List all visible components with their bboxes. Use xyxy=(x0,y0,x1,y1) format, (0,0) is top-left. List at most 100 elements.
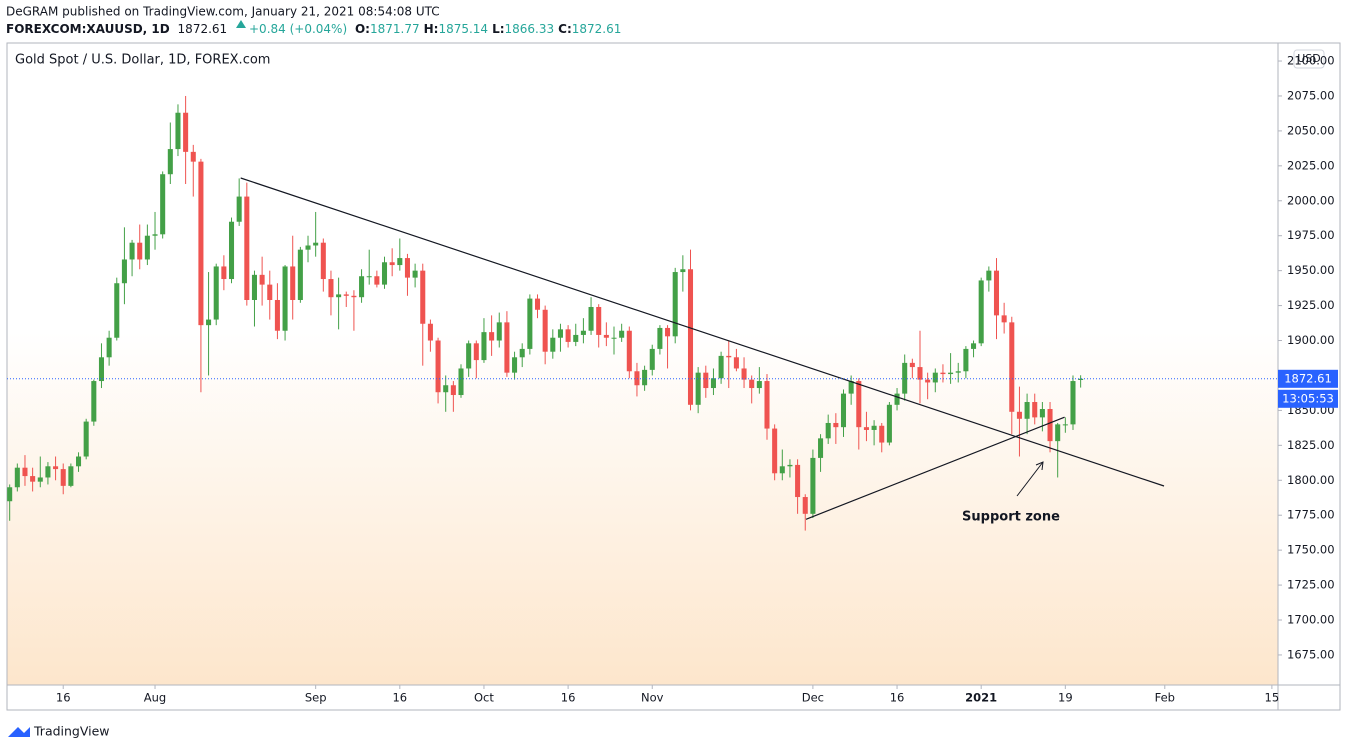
candle-body xyxy=(381,262,388,285)
candle-body xyxy=(787,464,793,467)
plot-background xyxy=(7,43,1278,685)
candle-body xyxy=(60,469,66,486)
candle-body xyxy=(320,242,326,280)
candle-body xyxy=(160,174,166,235)
candle-body xyxy=(198,161,204,326)
candle-body xyxy=(879,425,885,443)
candle-body xyxy=(733,357,739,369)
candle-body xyxy=(833,422,839,428)
candle-body xyxy=(802,497,808,514)
candle-body xyxy=(756,381,762,389)
candle-body xyxy=(1001,315,1007,323)
candle-body xyxy=(496,322,502,341)
candle-body xyxy=(749,379,755,389)
candle-body xyxy=(374,276,380,285)
candle-body xyxy=(894,393,900,405)
candle-body xyxy=(236,196,242,222)
candle-body xyxy=(818,438,824,458)
candle-body xyxy=(420,270,426,324)
candle-body xyxy=(863,427,869,430)
candle-body xyxy=(810,457,816,514)
symbol: FOREXCOM:XAUUSD, 1D xyxy=(6,22,170,36)
x-tick-label: Oct xyxy=(474,691,494,705)
candle-body xyxy=(305,245,311,250)
candle-body xyxy=(986,270,992,281)
candle-body xyxy=(940,372,946,375)
candle-body xyxy=(512,357,518,373)
candle-body xyxy=(993,270,1000,316)
candle-body xyxy=(726,355,732,358)
candle-body xyxy=(259,274,265,285)
candle-body xyxy=(764,381,770,429)
change: +0.84 (+0.04%) xyxy=(249,22,347,36)
candle-body xyxy=(672,272,678,337)
y-tick-label: 2100.00 xyxy=(1287,54,1335,68)
candle-body xyxy=(687,269,694,405)
candle-body xyxy=(1078,378,1084,380)
candle-body xyxy=(580,330,586,335)
candle-body xyxy=(167,149,173,175)
candle-body xyxy=(978,280,984,344)
candle-body xyxy=(955,371,961,373)
price: 1872.61 xyxy=(178,22,228,36)
candle-body xyxy=(267,284,273,300)
candle-body xyxy=(718,355,724,379)
candle-body xyxy=(152,234,158,236)
candle-body xyxy=(963,348,969,372)
x-tick-label: Feb xyxy=(1155,691,1175,705)
candle-body xyxy=(626,330,632,372)
candle-body xyxy=(98,357,104,382)
ohlc-label: L: xyxy=(492,22,504,36)
candle-body xyxy=(596,306,602,335)
y-tick-label: 2000.00 xyxy=(1287,193,1335,207)
candle-body xyxy=(45,466,51,478)
candle-body xyxy=(695,372,701,405)
candle-body xyxy=(137,242,143,260)
candle-body xyxy=(359,276,365,298)
y-tick-label: 1800.00 xyxy=(1287,473,1335,487)
candle-body xyxy=(343,294,349,296)
candle-body xyxy=(848,381,854,394)
candle-body xyxy=(106,337,112,358)
countdown: 13:05:53 xyxy=(1282,391,1334,405)
candle-body xyxy=(213,266,219,320)
candle-body xyxy=(550,337,556,352)
candle-body xyxy=(603,334,609,338)
trendline xyxy=(805,416,1065,520)
brand: TradingView xyxy=(33,724,110,739)
candle-body xyxy=(114,283,120,338)
x-tick-label: Nov xyxy=(641,691,664,705)
candle-body xyxy=(917,367,923,380)
tv-logo xyxy=(8,727,30,737)
symbol-line: FOREXCOM:XAUUSD, 1D 1872.61 +0.84 (+0.04… xyxy=(6,22,621,36)
candle-body xyxy=(144,235,150,260)
ohlc-label: C: xyxy=(558,22,572,36)
candle-body xyxy=(886,404,892,443)
candle-body xyxy=(458,368,464,396)
currency-badge[interactable] xyxy=(1293,49,1325,69)
x-tick-label: Dec xyxy=(802,691,824,705)
candle-body xyxy=(772,428,778,474)
candle-body xyxy=(389,262,395,266)
y-tick-label: 1900.00 xyxy=(1287,333,1335,347)
candle-body xyxy=(565,329,571,342)
candle-body xyxy=(251,274,257,300)
frame xyxy=(6,42,1341,711)
candle-body xyxy=(840,393,847,428)
y-tick-label: 1775.00 xyxy=(1287,508,1335,522)
candle-body xyxy=(91,381,97,422)
legend: Gold Spot / U.S. Dollar, 1D, FOREX.com xyxy=(15,53,270,68)
candle-body xyxy=(129,242,135,260)
candle-body xyxy=(856,381,862,428)
candle-body xyxy=(443,385,449,393)
candle-body xyxy=(397,258,403,266)
candle-body xyxy=(481,332,487,361)
candle-body xyxy=(37,477,43,482)
x-tick-label: Sep xyxy=(305,691,327,705)
candles xyxy=(7,95,1084,531)
candle-body xyxy=(588,306,594,331)
candle-body xyxy=(1024,402,1030,419)
candle-body xyxy=(183,112,189,152)
